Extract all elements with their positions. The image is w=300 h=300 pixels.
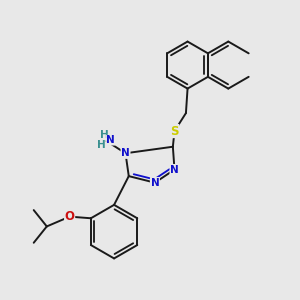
Text: H: H <box>97 140 105 150</box>
Text: N: N <box>170 165 179 175</box>
Text: N: N <box>151 178 159 188</box>
Text: H: H <box>100 130 109 140</box>
Text: N: N <box>106 135 115 145</box>
Text: S: S <box>170 124 179 138</box>
Text: N: N <box>121 148 130 158</box>
Text: O: O <box>64 210 75 223</box>
